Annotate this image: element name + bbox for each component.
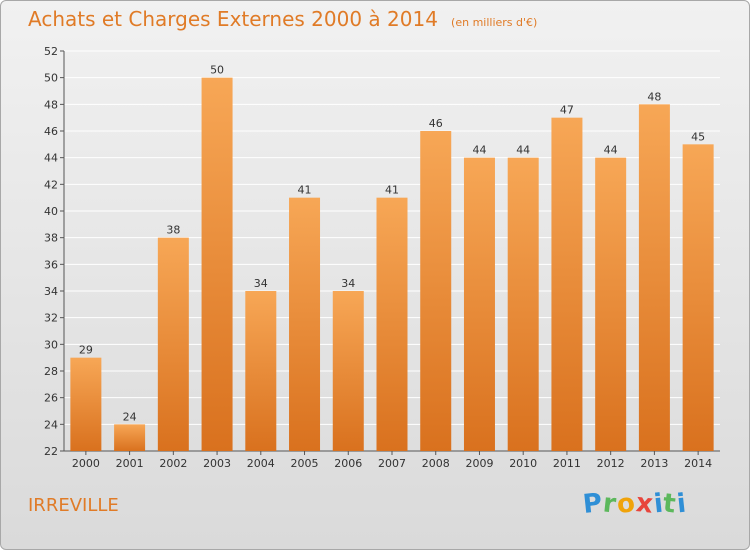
data-label: 41 xyxy=(385,184,399,197)
y-tick-label: 52 xyxy=(44,45,58,58)
data-label: 38 xyxy=(166,224,180,237)
data-label: 47 xyxy=(560,104,574,117)
x-tick-label: 2014 xyxy=(684,457,712,470)
x-tick-label: 2004 xyxy=(247,457,275,470)
y-tick-label: 46 xyxy=(44,125,58,138)
chart-title: Achats et Charges Externes 2000 à 2014 xyxy=(28,7,438,31)
data-label: 44 xyxy=(472,144,486,157)
x-tick-label: 2008 xyxy=(422,457,450,470)
data-label: 48 xyxy=(647,90,661,103)
proxiti-logo: Proxiti xyxy=(581,488,689,520)
data-label: 24 xyxy=(123,410,137,423)
x-tick-label: 2000 xyxy=(72,457,100,470)
y-tick-label: 24 xyxy=(44,418,58,431)
bar xyxy=(595,157,627,451)
data-label: 34 xyxy=(341,277,355,290)
y-tick-label: 42 xyxy=(44,178,58,191)
bar xyxy=(638,104,670,451)
data-label: 50 xyxy=(210,64,224,77)
bar xyxy=(70,357,102,451)
bar xyxy=(289,197,321,451)
y-tick-label: 26 xyxy=(44,392,58,405)
x-tick-label: 2003 xyxy=(203,457,231,470)
y-tick-label: 28 xyxy=(44,365,58,378)
x-tick-label: 2001 xyxy=(116,457,144,470)
data-label: 29 xyxy=(79,344,93,357)
bar xyxy=(201,77,233,452)
data-label: 46 xyxy=(429,117,443,130)
x-tick-label: 2012 xyxy=(597,457,625,470)
chart-title-block: Achats et Charges Externes 2000 à 2014 (… xyxy=(28,7,537,31)
x-tick-label: 2010 xyxy=(509,457,537,470)
y-tick-label: 48 xyxy=(44,98,58,111)
data-label: 34 xyxy=(254,277,268,290)
y-tick-label: 44 xyxy=(44,152,58,165)
logo-letter: i xyxy=(675,488,689,520)
bar xyxy=(114,424,146,451)
x-tick-label: 2002 xyxy=(159,457,187,470)
bar xyxy=(420,131,452,451)
bar xyxy=(245,291,277,451)
y-tick-label: 30 xyxy=(44,338,58,351)
bar xyxy=(332,291,364,451)
bar xyxy=(376,197,408,451)
chart-subtitle: (en milliers d'€) xyxy=(451,16,538,29)
bar xyxy=(551,117,583,452)
place-name: IRREVILLE xyxy=(28,495,119,516)
x-tick-label: 2005 xyxy=(291,457,319,470)
y-tick-label: 36 xyxy=(44,258,58,271)
x-tick-label: 2006 xyxy=(334,457,362,470)
y-tick-label: 32 xyxy=(44,312,58,325)
y-tick-label: 38 xyxy=(44,232,58,245)
y-tick-label: 34 xyxy=(44,285,58,298)
bar xyxy=(157,237,189,451)
data-label: 44 xyxy=(516,144,530,157)
bar xyxy=(463,157,495,451)
x-tick-label: 2009 xyxy=(465,457,493,470)
y-tick-label: 22 xyxy=(44,445,58,458)
x-tick-label: 2013 xyxy=(640,457,668,470)
data-label: 41 xyxy=(298,184,312,197)
data-label: 44 xyxy=(604,144,618,157)
x-tick-label: 2011 xyxy=(553,457,581,470)
x-tick-label: 2007 xyxy=(378,457,406,470)
y-tick-label: 40 xyxy=(44,205,58,218)
y-tick-label: 50 xyxy=(44,72,58,85)
bar xyxy=(682,144,714,452)
bar xyxy=(507,157,539,451)
data-label: 45 xyxy=(691,130,705,143)
